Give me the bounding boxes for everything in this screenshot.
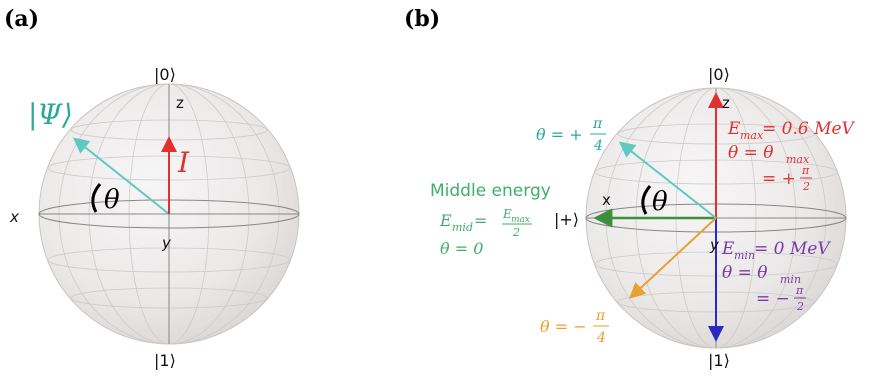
emid-frac-den: 2 [512, 226, 520, 239]
emax-block: E max = 0.6 MeV θ = θ max = + π 2 [727, 119, 856, 193]
emax-value: = 0.6 MeV [762, 119, 856, 139]
current-label: I [177, 146, 190, 179]
emax-theta-sub: max [786, 153, 810, 166]
theta-plus-label: θ = + π 4 [536, 116, 606, 154]
emid-frac-num-sub: max [511, 215, 530, 225]
theta-zero-text: θ = 0 [440, 239, 483, 258]
emid-subscript: mid [452, 221, 473, 234]
theta-arc [91, 183, 102, 213]
theta-minus-label: θ = − π 4 [540, 308, 609, 346]
emax-symbol: E [727, 119, 741, 139]
axis-y-a: y [161, 234, 172, 252]
emid-equals: = [474, 211, 487, 230]
emax-equals-plus: = + [762, 169, 796, 189]
ket-zero-b: |0⟩ [708, 65, 730, 84]
theta-minus-vector-arrow [629, 217, 717, 299]
ket-zero-a: |0⟩ [154, 65, 176, 84]
theta-plus-num: π [592, 116, 603, 132]
emin-two: 2 [796, 300, 804, 313]
emax-subscript: max [740, 129, 764, 142]
theta-label-b: θ [652, 187, 668, 217]
ket-one-a: |1⟩ [154, 351, 176, 370]
axis-z-b: z [722, 94, 730, 112]
theta-plus-vector-arrow [618, 141, 717, 219]
psi-label: |Ψ⟩ [28, 98, 73, 131]
middle-energy-block: Middle energy E mid = E max 2 θ = 0 [430, 181, 551, 258]
ket-one-b: |1⟩ [708, 351, 730, 370]
theta-plus-text: θ = + [536, 125, 583, 144]
axis-x-a: x [9, 208, 19, 226]
middle-energy-title: Middle energy [430, 181, 551, 201]
panel-b: (b) |0⟩ |1⟩ |+⟩ z [404, 6, 856, 370]
emin-theta-sub: min [780, 273, 801, 286]
ket-plus-b: |+⟩ [554, 210, 579, 229]
axis-x-b: x [602, 191, 611, 209]
panel-b-label: (b) [404, 6, 440, 32]
emid-frac-num: E [502, 207, 512, 221]
theta-minus-num: π [595, 308, 606, 324]
emin-symbol: E [721, 239, 735, 259]
emin-subscript: min [734, 249, 755, 262]
panel-a: (a) |0⟩ |1 [4, 6, 300, 370]
psi-vector-arrow [72, 137, 170, 215]
axis-z-a: z [176, 94, 184, 112]
bloch-sphere-a [38, 83, 300, 345]
emin-theta-line: θ = θ [722, 263, 768, 283]
emid-symbol: E [439, 211, 452, 230]
emax-pi: π [801, 164, 810, 177]
theta-arc-b [641, 185, 652, 215]
emax-theta-line: θ = θ [728, 143, 774, 163]
theta-minus-text: θ = − [540, 317, 587, 336]
emin-equals-minus: = − [756, 289, 790, 309]
panel-a-label: (a) [4, 6, 39, 32]
emin-pi: π [795, 284, 804, 297]
theta-label-a: θ [104, 185, 120, 215]
bloch-sphere-b [585, 87, 847, 349]
theta-plus-den: 4 [593, 138, 603, 154]
emax-two: 2 [802, 180, 810, 193]
theta-minus-den: 4 [596, 330, 606, 346]
emin-value: = 0 MeV [754, 239, 831, 259]
emin-block: E min = 0 MeV θ = θ min = − π 2 [721, 239, 831, 313]
axis-y-b: y [709, 236, 720, 254]
